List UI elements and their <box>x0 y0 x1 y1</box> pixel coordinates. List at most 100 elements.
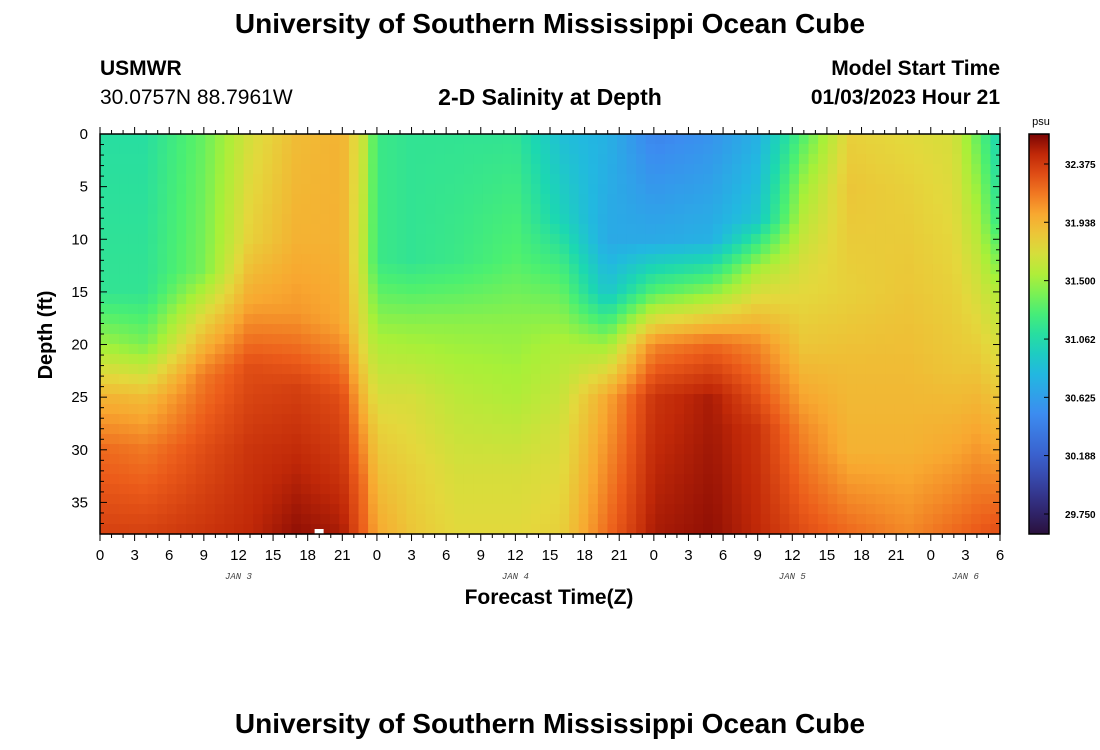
heatmap-cell <box>128 494 139 505</box>
heatmap-cell <box>530 314 542 325</box>
heatmap-cell <box>913 404 924 415</box>
heatmap-cell <box>588 194 599 205</box>
heatmap-cell <box>722 234 733 245</box>
heatmap-cell <box>435 224 446 235</box>
heatmap-cell <box>837 404 848 415</box>
heatmap-cell <box>923 344 934 355</box>
heatmap-cell <box>415 164 427 175</box>
heatmap-cell <box>502 314 513 325</box>
heatmap-cell <box>377 344 388 355</box>
heatmap-cell <box>511 274 522 285</box>
heatmap-cell <box>205 414 216 425</box>
heatmap-cell <box>808 514 819 525</box>
heatmap-cell <box>932 294 944 305</box>
heatmap-cell <box>674 234 685 245</box>
heatmap-cell <box>128 364 139 375</box>
heatmap-cell <box>320 264 331 275</box>
heatmap-cell <box>846 484 857 495</box>
heatmap-cell <box>272 484 283 495</box>
heatmap-cell <box>530 524 542 535</box>
heatmap-cell <box>798 234 810 245</box>
heatmap-cell <box>492 304 503 315</box>
heatmap-cell <box>281 164 293 175</box>
heatmap-cell <box>597 144 609 155</box>
heatmap-cell <box>205 134 216 145</box>
heatmap-cell <box>913 184 924 195</box>
heatmap-cell <box>961 524 972 535</box>
heatmap-cell <box>415 204 427 215</box>
heatmap-cell <box>157 314 168 325</box>
heatmap-cell <box>798 344 810 355</box>
heatmap-cell <box>119 144 130 155</box>
heatmap-cell <box>482 314 494 325</box>
heatmap-cell <box>904 364 915 375</box>
heatmap-cell <box>626 234 637 245</box>
heatmap-cell <box>626 164 637 175</box>
heatmap-cell <box>837 294 848 305</box>
heatmap-cell <box>731 454 743 465</box>
heatmap-cell <box>502 134 513 145</box>
heatmap-cell <box>147 494 159 505</box>
heatmap-cell <box>329 444 340 455</box>
heatmap-cell <box>827 134 838 145</box>
heatmap-cell <box>674 474 685 485</box>
heatmap-cell <box>329 504 340 515</box>
heatmap-cell <box>492 294 503 305</box>
heatmap-cell <box>703 384 714 395</box>
heatmap-cell <box>128 374 139 385</box>
heatmap-cell <box>693 314 704 325</box>
heatmap-cell <box>291 304 302 315</box>
heatmap-cell <box>875 374 886 385</box>
heatmap-cell <box>358 204 369 215</box>
heatmap-cell <box>329 384 340 395</box>
heatmap-cell <box>971 294 982 305</box>
heatmap-cell <box>272 284 283 295</box>
heatmap-cell <box>377 254 388 265</box>
heatmap-cell <box>846 344 857 355</box>
heatmap-cell <box>205 264 216 275</box>
heatmap-cell <box>818 504 829 515</box>
heatmap-cell <box>674 274 685 285</box>
heatmap-cell <box>875 394 886 405</box>
heatmap-cell <box>482 424 494 435</box>
heatmap-cell <box>540 194 551 205</box>
heatmap-cell <box>770 464 781 475</box>
heatmap-cell <box>128 484 139 495</box>
heatmap-cell <box>990 364 1001 375</box>
heatmap-cell <box>684 324 695 335</box>
heatmap-cell <box>502 224 513 235</box>
heatmap-cell <box>550 254 561 265</box>
heatmap-cell <box>904 454 915 465</box>
heatmap-cell <box>415 404 427 415</box>
colorbar-tick-label: 31.938 <box>1065 218 1096 229</box>
heatmap-cell <box>396 504 407 515</box>
heatmap-cell <box>569 364 580 375</box>
heatmap-cell <box>617 334 628 345</box>
heatmap-cell <box>109 384 120 395</box>
heatmap-cell <box>291 514 302 525</box>
heatmap-cell <box>138 444 149 455</box>
heatmap-cell <box>626 154 637 165</box>
heatmap-cell <box>818 384 829 395</box>
heatmap-cell <box>722 264 733 275</box>
heatmap-cell <box>425 304 436 315</box>
heatmap-cell <box>281 184 293 195</box>
heatmap-cell <box>818 344 829 355</box>
heatmap-cell <box>157 504 168 515</box>
heatmap-cell <box>320 164 331 175</box>
heatmap-cell <box>818 444 829 455</box>
heatmap-cell <box>454 214 465 225</box>
heatmap-cell <box>990 274 1001 285</box>
heatmap-cell <box>655 204 666 215</box>
heatmap-cell <box>684 384 695 395</box>
heatmap-cell <box>550 344 561 355</box>
heatmap-cell <box>339 394 350 405</box>
heatmap-cell <box>798 254 810 265</box>
heatmap-cell <box>176 174 187 185</box>
heatmap-cell <box>540 214 551 225</box>
heatmap-cell <box>511 214 522 225</box>
heatmap-cell <box>262 404 273 415</box>
heatmap-cell <box>626 324 637 335</box>
heatmap-cell <box>454 174 465 185</box>
heatmap-cell <box>760 154 771 165</box>
